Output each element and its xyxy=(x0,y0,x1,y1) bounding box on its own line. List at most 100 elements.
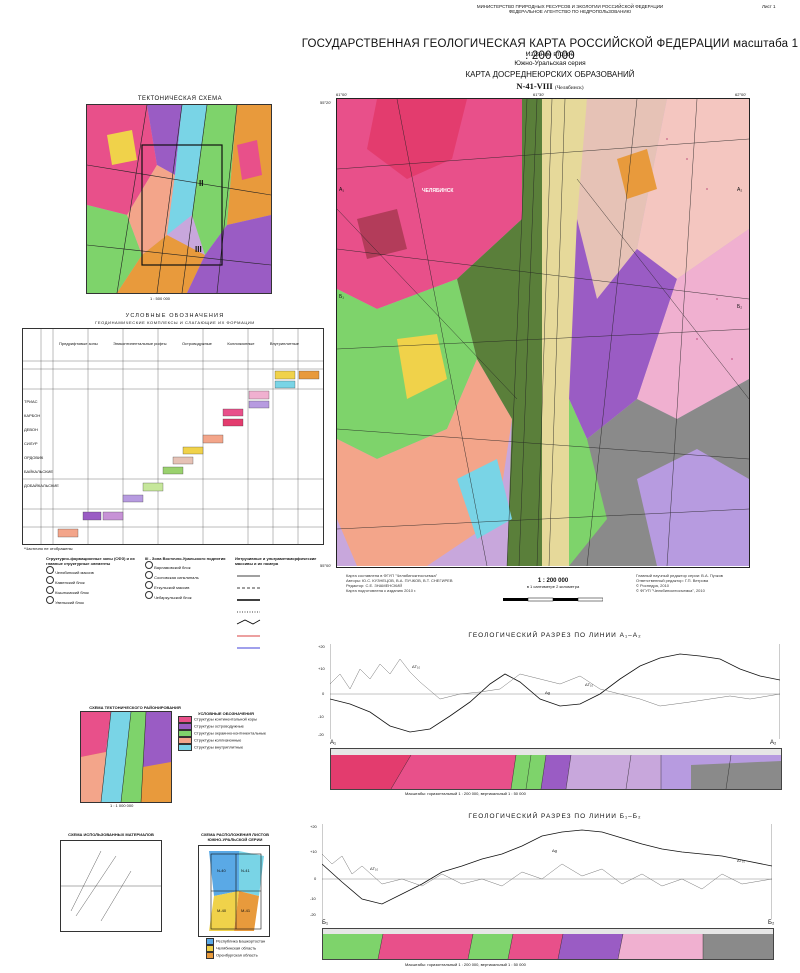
struct-item: Кыштымский блок xyxy=(46,586,136,596)
legend-row: ДОБАЙКАЛЬСКИЕ xyxy=(24,483,59,488)
legend-row: КАРБОН xyxy=(24,413,41,418)
legend-row: БАЙКАЛЬСКИЕ xyxy=(24,469,54,474)
zoning-legend-item: Структуры окраинно-континентальные xyxy=(178,730,298,737)
main-map-svg xyxy=(337,99,749,567)
sheet-label: N-41 xyxy=(241,868,250,873)
legend-col: Внутриплитные xyxy=(269,341,299,346)
scale-bar xyxy=(503,597,604,602)
curve-label: ΔT₁₀ xyxy=(737,858,746,863)
y-label: +10 xyxy=(310,849,317,854)
sheet-code: N-41-VIII (Челябинск) xyxy=(300,81,800,91)
credit-line: Авторы: Ю.С. КУЗНЕЦОВ, В.А. ПУЧКОВ, В.Т.… xyxy=(346,578,453,583)
structural-legend-b: III - Зона Восточно-Уральского поднятия … xyxy=(145,556,235,601)
section-label-b2: Б₂ xyxy=(737,304,743,310)
main-scale: 1 : 200 000 в 1 сантиметре 2 километра xyxy=(498,578,608,607)
ministry-line-1: МИНИСТЕРСТВО ПРИРОДНЫХ РЕСУРСОВ И ЭКОЛОГ… xyxy=(476,4,664,9)
legend-row: ТРИАС xyxy=(24,399,38,404)
sheet-city: (Челябинск) xyxy=(554,85,584,91)
struct-item: Челябинский массив xyxy=(46,566,136,576)
zoning-map xyxy=(80,711,172,803)
struct-item: Чебаркульский блок xyxy=(145,591,235,601)
materials-title: СХЕМА ИСПОЛЬЗОВАННЫХ МАТЕРИАЛОВ xyxy=(68,832,154,837)
credit-line: Главный научный редактор серии: В.А. Пуч… xyxy=(636,573,723,578)
section-a-geology-svg xyxy=(331,749,781,789)
legend-row: ДЕВОН xyxy=(24,427,38,432)
sheets-map: N-40 N-41 M-40 M-41 xyxy=(198,845,270,937)
zoning-title: СХЕМА ТЕКТОНИЧЕСКОГО РАЙОНИРОВАНИЯ xyxy=(89,705,181,710)
sheets-legend-item: Республика Башкортостан xyxy=(206,938,296,945)
structural-legend-a: Структурно-формационные зоны (СФЗ) и их … xyxy=(46,556,136,606)
zoning-legend-item: Структуры коллизионные xyxy=(178,737,298,744)
credit-line: Редактор: С.Е. ЗНАМЕНСКИЙ xyxy=(346,583,403,588)
scale-ratio: 1 : 200 000 xyxy=(537,578,569,584)
sheets-title: СХЕМА РАСПОЛОЖЕНИЯ ЛИСТОВ ЮЖНО-УРАЛЬСКОЙ… xyxy=(201,832,269,842)
credit-line: Карта составлена в ФГУП "Челябинскгеосъе… xyxy=(346,573,438,578)
map-type: КАРТА ДОСРЕДНЕЮРСКИХ ОБРАЗОВАНИЙ xyxy=(465,70,635,79)
sheets-legend-item: Оренбургская область xyxy=(206,952,296,959)
struct-item: Сосновская синклиналь xyxy=(145,571,235,581)
legend-col: Предрифтовые зоны xyxy=(59,341,98,346)
section-a-profile: ΔT₁₀ Δg ΔT₁₀ +20 +10 0 -10 -20 xyxy=(318,644,781,739)
section-b-right: Б₂ xyxy=(768,920,775,926)
section-b-left: Б₁ xyxy=(322,920,328,926)
legend-row-labels: ТРИАС КАРБОН ДЕВОН СИЛУР ОРДОВИК БАЙКАЛЬ… xyxy=(24,399,59,497)
zone-label-ii: II xyxy=(199,179,204,188)
y-label: +20 xyxy=(310,824,317,829)
struct-item: Варламовский блок xyxy=(145,561,235,571)
credit-line: Карта подготовлена к изданию 2010 г. xyxy=(346,588,417,593)
y-label: 0 xyxy=(322,691,325,696)
sheet-number: Лист 1 xyxy=(762,4,776,9)
materials-svg xyxy=(61,850,161,922)
section-label-a1: A₁ xyxy=(339,187,345,193)
section-b-geology-svg xyxy=(323,929,773,959)
sheets-svg xyxy=(199,846,269,936)
edition: Издание второе xyxy=(525,51,575,58)
curve-label: ΔT₁₀ xyxy=(412,664,421,669)
sheet-label: M-40 xyxy=(217,908,227,913)
tectonic-scheme-svg xyxy=(87,105,271,293)
credit-line: © Роснедра, 2010 xyxy=(636,583,670,588)
section-a-title: ГЕОЛОГИЧЕСКИЙ РАЗРЕЗ ПО ЛИНИИ А₁–А₂ xyxy=(468,632,642,639)
main-geological-map: ЧЕЛЯБИНСК A₁ A₂ Б₁ Б₂ xyxy=(336,98,750,568)
section-b-profile: ΔT₁₀ Δg ΔT₁₀ +20 +10 0 -10 -20 xyxy=(310,824,773,919)
tectonic-scheme-title: ТЕКТОНИЧЕСКАЯ СХЕМА xyxy=(137,96,223,102)
zoning-legend-item: Структуры внутриплитные xyxy=(178,744,298,751)
curve-label: Δg xyxy=(552,848,557,853)
y-label: -20 xyxy=(318,732,324,737)
section-b-profile-svg xyxy=(321,824,773,919)
structural-legend-title: Структурно-формационные зоны (СФЗ) и их … xyxy=(46,556,135,566)
zoning-svg xyxy=(81,712,171,802)
legend-table-svg xyxy=(23,329,323,544)
struct-item: Увельский блок xyxy=(46,596,136,606)
legend-col: Островодужные xyxy=(181,341,212,346)
corner-label-nw: 61°00' xyxy=(336,92,348,97)
zone-label-iii: III xyxy=(195,245,202,254)
y-label: -10 xyxy=(310,896,316,901)
tectonic-scheme-scale: 1 : 500 000 xyxy=(150,296,171,301)
scale-note: в 1 сантиметре 2 километра xyxy=(526,584,580,589)
y-label: -20 xyxy=(310,912,316,917)
zoning-legend-item: Структуры островодужные xyxy=(178,723,298,730)
y-label: -10 xyxy=(318,714,324,719)
section-a-scale: Масштабы: горизонтальный 1 : 200 000, ве… xyxy=(405,791,526,796)
section-a-right: A₂ xyxy=(770,740,777,746)
lat-label-bottom: 55°00' xyxy=(320,563,332,568)
legend-title: УСЛОВНЫЕ ОБОЗНАЧЕНИЯ xyxy=(125,313,225,319)
sheets-legend-item: Челябинская область xyxy=(206,945,296,952)
y-label: +10 xyxy=(318,666,325,671)
credit-line: © ФГУП "Челябинскгеосъемка", 2010 xyxy=(636,588,705,593)
corner-label-n: 61°30' xyxy=(533,92,545,97)
credit-line: Ответственный редактор: Г.П. Ветрова xyxy=(636,578,709,583)
legend-table: Предрифтовые зоны Эпиконтинентальные риф… xyxy=(22,328,324,545)
credits-right: Главный научный редактор серии: В.А. Пуч… xyxy=(636,573,786,593)
zoning-legend: УСЛОВНЫЕ ОБОЗНАЧЕНИЯ Структуры континент… xyxy=(178,711,298,751)
city-label: ЧЕЛЯБИНСК xyxy=(422,188,454,194)
structural-legend-title: III - Зона Восточно-Уральского поднятия xyxy=(145,556,226,561)
legend-note: *Частично не отображены xyxy=(24,546,73,551)
section-label-a2: A₂ xyxy=(737,187,743,193)
credits-left: Карта составлена в ФГУП "Челябинскгеосъе… xyxy=(346,573,486,593)
structural-legend-c: Интрузивные и ультраметаморфические масс… xyxy=(235,556,320,657)
sheet-label: N-40 xyxy=(217,868,226,873)
legend-column-headers: Предрифтовые зоны Эпиконтинентальные риф… xyxy=(59,341,299,346)
corner-label-ne: 62°00' xyxy=(735,92,747,97)
